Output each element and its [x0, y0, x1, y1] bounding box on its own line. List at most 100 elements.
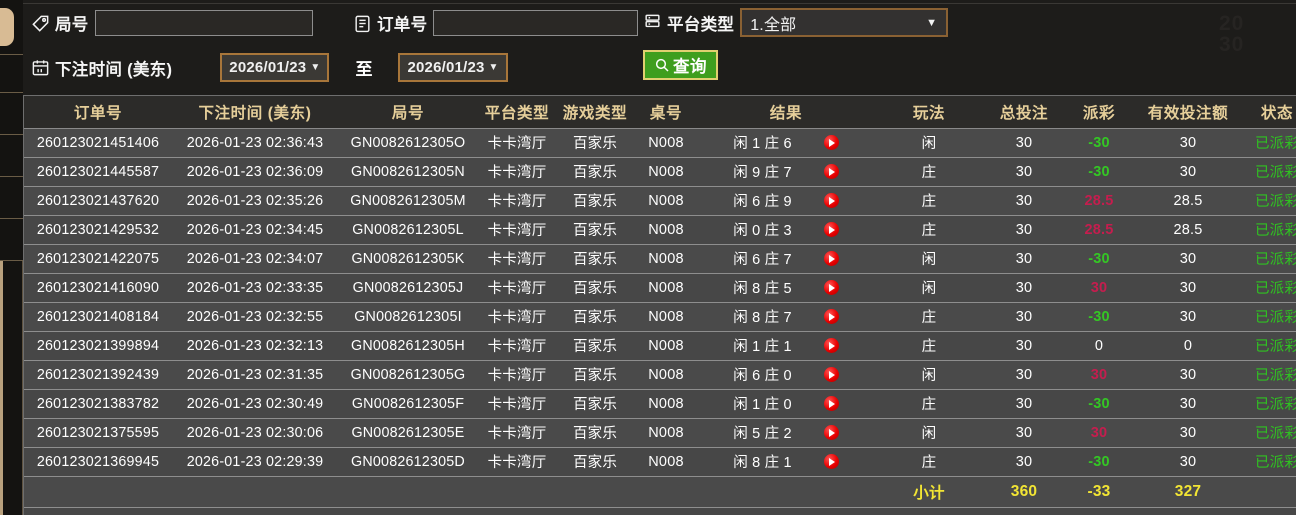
- round-no-input[interactable]: [94, 10, 313, 36]
- play-video-icon[interactable]: [823, 309, 839, 324]
- calendar-icon: [31, 58, 50, 77]
- platform-cell: 卡卡湾厅: [478, 331, 556, 361]
- bet-time-cell: 2026-01-23 02:30:49: [172, 389, 338, 419]
- play-video-icon[interactable]: [823, 425, 839, 440]
- subtotal-row: 小计 360 -33 327: [24, 476, 1296, 508]
- total-bet-cell: 30: [984, 331, 1064, 361]
- total-bet-cell: 30: [984, 389, 1064, 419]
- total-bet-cell: 30: [984, 215, 1064, 245]
- status-cell: 已派彩: [1242, 360, 1296, 390]
- table-row[interactable]: 260123021416090 2026-01-23 02:33:35 GN0082…: [24, 273, 1296, 303]
- play-type-cell: 闲: [874, 360, 984, 390]
- play-video-icon[interactable]: [823, 135, 839, 150]
- payout-cell: 28.5: [1064, 215, 1134, 245]
- play-video-icon[interactable]: [823, 164, 839, 179]
- col-header-platform[interactable]: 平台类型: [478, 96, 556, 129]
- col-header-table-no[interactable]: 桌号: [634, 96, 698, 129]
- col-header-result[interactable]: 结果: [698, 96, 874, 129]
- col-header-bet-time[interactable]: 下注时间 (美东): [172, 96, 338, 129]
- result-text: 闲 1 庄 6: [733, 136, 792, 152]
- order-no-input[interactable]: [433, 10, 639, 36]
- round-no-cell: GN0082612305D: [338, 447, 478, 477]
- table-row[interactable]: 260123021445587 2026-01-23 02:36:09 GN0082…: [24, 157, 1296, 187]
- platform-cell: 卡卡湾厅: [478, 186, 556, 216]
- valid-bet-cell: 30: [1134, 273, 1242, 303]
- table-no-cell: N008: [634, 215, 698, 245]
- result-cell: 闲 6 庄 9: [698, 186, 874, 216]
- table-row[interactable]: 260123021429532 2026-01-23 02:34:45 GN0082…: [24, 215, 1296, 245]
- play-video-icon[interactable]: [823, 338, 839, 353]
- order-no-cell: 260123021451406: [24, 128, 172, 158]
- table-row[interactable]: 260123021375595 2026-01-23 02:30:06 GN0082…: [24, 418, 1296, 448]
- bet-time-cell: 2026-01-23 02:35:26: [172, 186, 338, 216]
- spacer-cell: [698, 507, 874, 515]
- round-no-cell: GN0082612305E: [338, 418, 478, 448]
- search-icon: [654, 57, 670, 73]
- play-type-cell: 闲: [874, 128, 984, 158]
- platform-cell: 卡卡湾厅: [478, 215, 556, 245]
- table-row[interactable]: 260123021437620 2026-01-23 02:35:26 GN0082…: [24, 186, 1296, 216]
- bet-records-table-container[interactable]: 订单号 下注时间 (美东) 局号 平台类型 游戏类型 桌号 结果 玩法 总投注 …: [23, 95, 1296, 515]
- table-row[interactable]: 260123021451406 2026-01-23 02:36:43 GN0082…: [24, 128, 1296, 158]
- spacer-cell: [338, 476, 478, 508]
- play-video-icon[interactable]: [823, 367, 839, 382]
- bet-time-cell: 2026-01-23 02:32:13: [172, 331, 338, 361]
- round-no-cell: GN0082612305K: [338, 244, 478, 274]
- status-cell: 已派彩: [1242, 389, 1296, 419]
- table-row[interactable]: 260123021399894 2026-01-23 02:32:13 GN0082…: [24, 331, 1296, 361]
- play-video-icon[interactable]: [823, 280, 839, 295]
- col-header-game-type[interactable]: 游戏类型: [556, 96, 634, 129]
- col-header-payout[interactable]: 派彩: [1064, 96, 1134, 129]
- result-cell: 闲 8 庄 1: [698, 447, 874, 477]
- col-header-status[interactable]: 状态: [1242, 96, 1296, 129]
- table-row[interactable]: 260123021383782 2026-01-23 02:30:49 GN0082…: [24, 389, 1296, 419]
- play-video-icon[interactable]: [823, 193, 839, 208]
- query-button[interactable]: 查询: [643, 50, 718, 80]
- col-header-valid-bet[interactable]: 有效投注额: [1134, 96, 1242, 129]
- table-no-cell: N008: [634, 128, 698, 158]
- platform-cell: 卡卡湾厅: [478, 389, 556, 419]
- table-no-cell: N008: [634, 186, 698, 216]
- platform-type-select[interactable]: 1.全部 ▼: [740, 8, 949, 37]
- result-text: 闲 6 庄 0: [733, 368, 792, 384]
- round-no-cell: GN0082612305L: [338, 215, 478, 245]
- result-text: 闲 6 庄 9: [733, 194, 792, 210]
- play-video-icon[interactable]: [823, 251, 839, 266]
- list-icon: [643, 13, 662, 32]
- game-type-cell: 百家乐: [556, 389, 634, 419]
- bet-time-to-picker[interactable]: 2026/01/23 ▼: [398, 53, 508, 82]
- play-type-cell: 庄: [874, 447, 984, 477]
- play-video-icon[interactable]: [823, 454, 839, 469]
- col-header-order-no[interactable]: 订单号: [24, 96, 172, 129]
- col-header-round-no[interactable]: 局号: [338, 96, 478, 129]
- bet-time-from-picker[interactable]: 2026/01/23 ▼: [220, 53, 330, 82]
- bet-time-to-value: 2026/01/23: [407, 59, 485, 76]
- summary-total-bet: 360: [984, 507, 1064, 515]
- table-row[interactable]: 260123021369945 2026-01-23 02:29:39 GN0082…: [24, 447, 1296, 477]
- table-row[interactable]: 260123021392439 2026-01-23 02:31:35 GN0082…: [24, 360, 1296, 390]
- col-header-play-type[interactable]: 玩法: [874, 96, 984, 129]
- result-text: 闲 8 庄 1: [733, 455, 792, 471]
- play-video-icon[interactable]: [823, 222, 839, 237]
- chevron-down-icon: ▼: [310, 62, 321, 73]
- summary-label: 小计: [874, 476, 984, 508]
- table-row[interactable]: 260123021422075 2026-01-23 02:34:07 GN0082…: [24, 244, 1296, 274]
- play-video-icon[interactable]: [823, 396, 839, 411]
- round-no-cell: GN0082612305I: [338, 302, 478, 332]
- sidebar-expand-tab[interactable]: [0, 8, 14, 46]
- order-no-cell: 260123021375595: [24, 418, 172, 448]
- payout-cell: -30: [1064, 302, 1134, 332]
- round-no-cell: GN0082612305O: [338, 128, 478, 158]
- result-text: 闲 9 庄 7: [733, 165, 792, 181]
- table-no-cell: N008: [634, 389, 698, 419]
- bet-time-cell: 2026-01-23 02:32:55: [172, 302, 338, 332]
- col-header-total-bet[interactable]: 总投注: [984, 96, 1064, 129]
- spacer-cell: [1242, 476, 1296, 508]
- rail-segment: [0, 93, 23, 135]
- rail-segment: [0, 55, 23, 93]
- table-row[interactable]: 260123021408184 2026-01-23 02:32:55 GN0082…: [24, 302, 1296, 332]
- order-no-cell: 260123021369945: [24, 447, 172, 477]
- valid-bet-cell: 30: [1134, 244, 1242, 274]
- payout-cell: -30: [1064, 128, 1134, 158]
- round-no-cell: GN0082612305N: [338, 157, 478, 187]
